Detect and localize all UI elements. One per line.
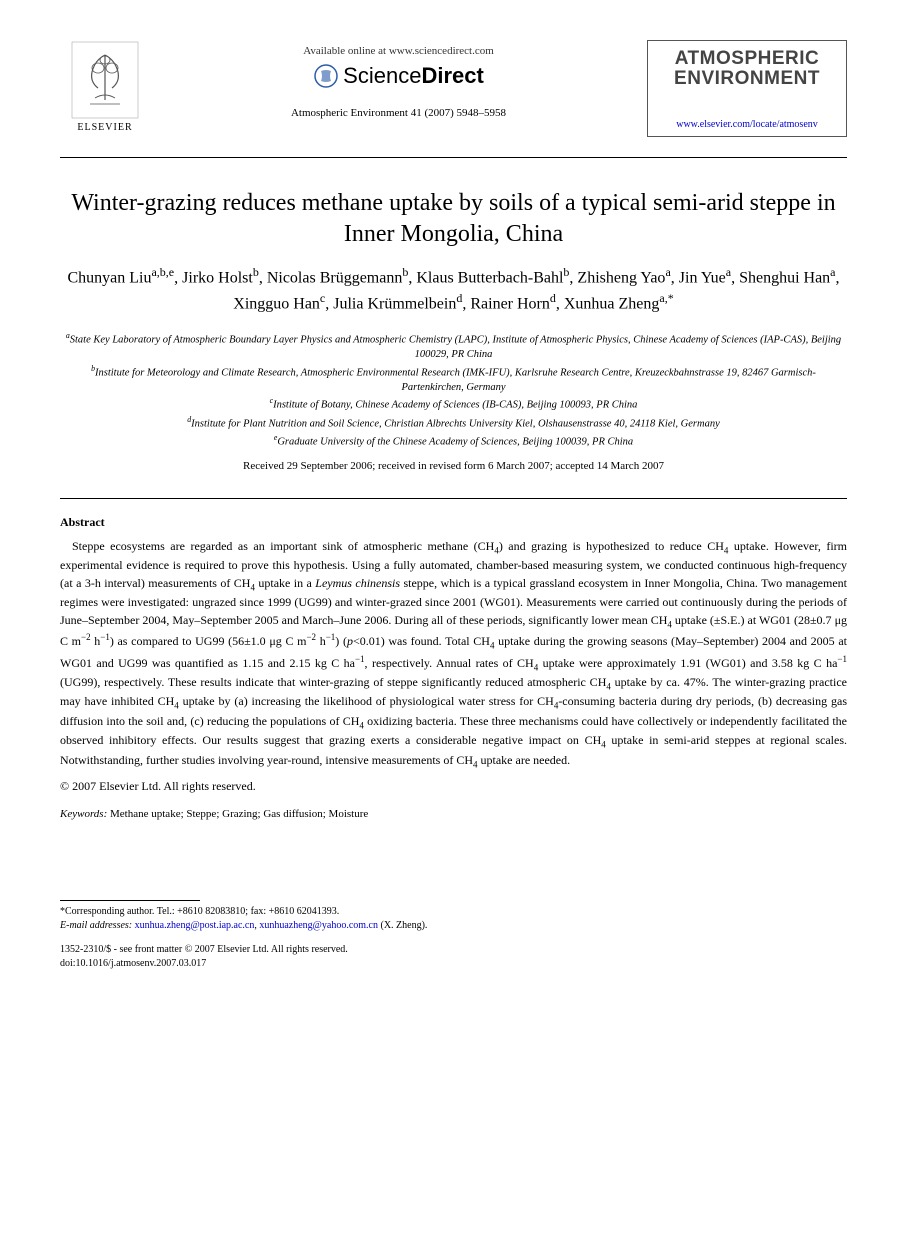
sd-part2: Direct [421, 63, 483, 88]
citation-line: Atmospheric Environment 41 (2007) 5948–5… [150, 107, 647, 119]
bottom-matter: 1352-2310/$ - see front matter © 2007 El… [60, 943, 847, 971]
abstract-copyright: © 2007 Elsevier Ltd. All rights reserved… [60, 779, 847, 794]
journal-title: ATMOSPHERIC ENVIRONMENT [674, 49, 820, 89]
available-online-text: Available online at www.sciencedirect.co… [150, 45, 647, 57]
email-line: E-mail addresses: xunhua.zheng@post.iap.… [60, 919, 847, 933]
corresponding-author: *Corresponding author. Tel.: +8610 82083… [60, 905, 847, 919]
email-link-1[interactable]: xunhua.zheng@post.iap.ac.cn [135, 920, 255, 931]
header-row: ELSEVIER Available online at www.science… [60, 40, 847, 137]
sciencedirect-text: ScienceDirect [343, 63, 484, 89]
journal-title-line2: ENVIRONMENT [674, 68, 820, 89]
sd-part1: Science [343, 63, 421, 88]
article-dates: Received 29 September 2006; received in … [60, 460, 847, 472]
issn-line: 1352-2310/$ - see front matter © 2007 El… [60, 943, 847, 957]
abstract-top-rule [60, 498, 847, 499]
elsevier-tree-icon [70, 40, 140, 120]
article-title: Winter-grazing reduces methane uptake by… [60, 188, 847, 250]
abstract-heading: Abstract [60, 515, 847, 530]
footnote-block: *Corresponding author. Tel.: +8610 82083… [60, 905, 847, 933]
journal-title-line1: ATMOSPHERIC [675, 48, 819, 69]
journal-block: ATMOSPHERIC ENVIRONMENT www.elsevier.com… [647, 40, 847, 137]
affiliation-b: bInstitute for Meteorology and Climate R… [60, 363, 847, 396]
email-tail: (X. Zheng). [380, 920, 427, 931]
keywords-line: Keywords: Methane uptake; Steppe; Grazin… [60, 808, 847, 820]
affiliation-d: dInstitute for Plant Nutrition and Soil … [60, 414, 847, 432]
keywords-label: Keywords: [60, 808, 107, 820]
sciencedirect-icon [313, 63, 339, 89]
header-rule [60, 157, 847, 158]
affiliation-a: aState Key Laboratory of Atmospheric Bou… [60, 330, 847, 363]
footnote-rule [60, 900, 200, 901]
sciencedirect-logo: ScienceDirect [150, 63, 647, 89]
affiliation-e: eGraduate University of the Chinese Acad… [60, 432, 847, 450]
affiliation-c: cInstitute of Botany, Chinese Academy of… [60, 395, 847, 413]
publisher-logo-block: ELSEVIER [60, 40, 150, 133]
affiliations-block: aState Key Laboratory of Atmospheric Bou… [60, 330, 847, 450]
email-link-2[interactable]: xunhuazheng@yahoo.com.cn [259, 920, 378, 931]
publisher-label: ELSEVIER [77, 122, 132, 133]
doi-line: doi:10.1016/j.atmosenv.2007.03.017 [60, 957, 847, 971]
journal-url-link[interactable]: www.elsevier.com/locate/atmosenv [676, 119, 818, 130]
keywords-list: Methane uptake; Steppe; Grazing; Gas dif… [110, 808, 368, 820]
abstract-body: Steppe ecosystems are regarded as an imp… [60, 538, 847, 771]
center-header: Available online at www.sciencedirect.co… [150, 40, 647, 119]
email-label: E-mail addresses: [60, 920, 132, 931]
authors-list: Chunyan Liua,b,e, Jirko Holstb, Nicolas … [60, 264, 847, 315]
